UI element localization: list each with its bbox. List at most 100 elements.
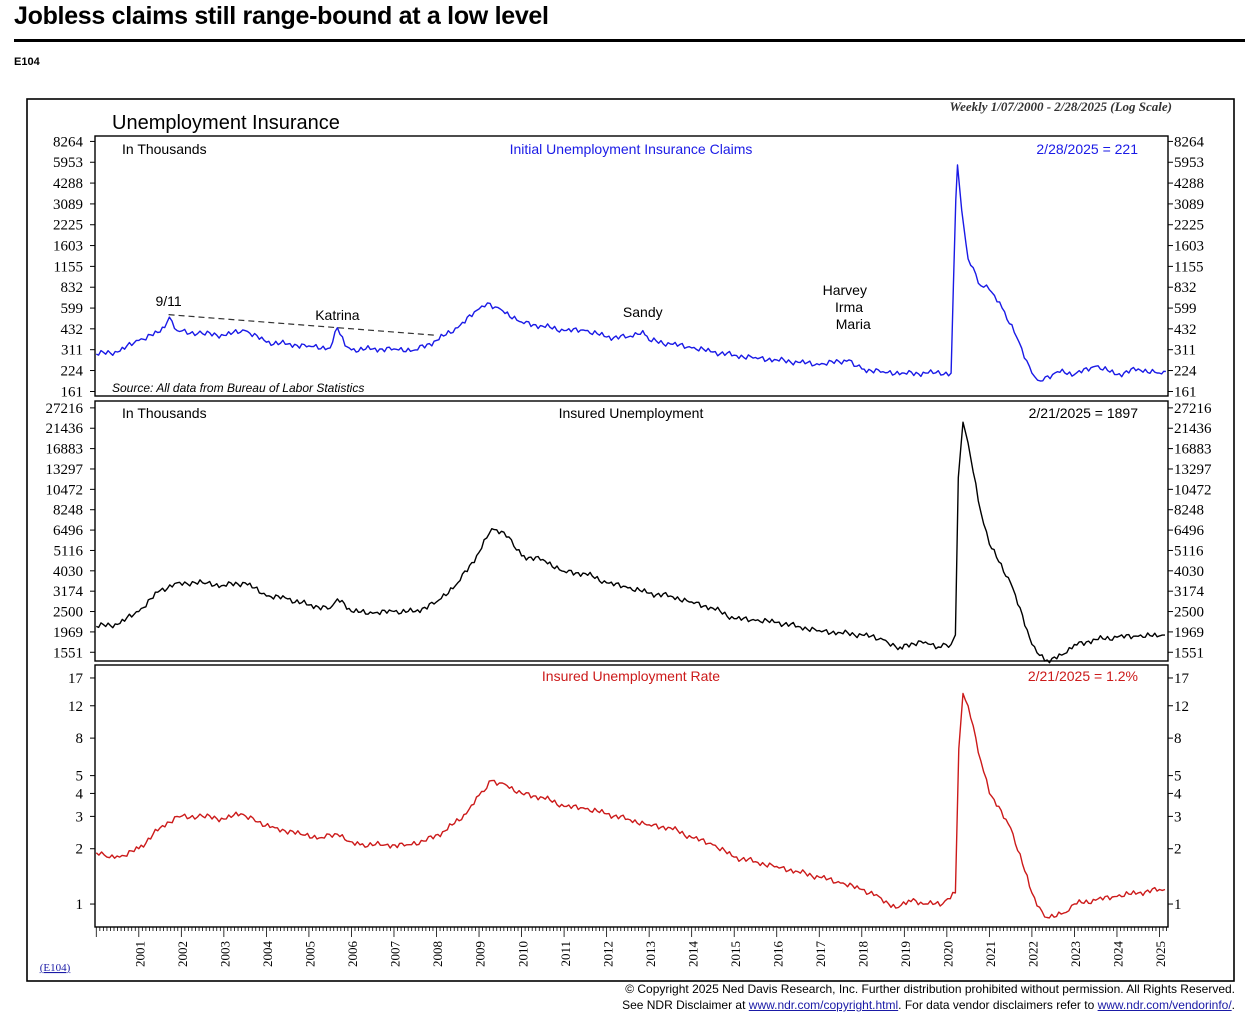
annotation-label: Harvey — [823, 282, 867, 298]
footer-prefix: See NDR Disclaimer at — [622, 998, 749, 1012]
x-tick-label: 2003 — [218, 941, 233, 967]
y-tick-label-right: 3174 — [1174, 584, 1205, 600]
x-tick-label: 2024 — [1111, 941, 1126, 968]
y-tick-label-left: 3174 — [53, 584, 84, 600]
initial-claims-unit-label: In Thousands — [122, 141, 207, 157]
y-tick-label-right: 1155 — [1174, 259, 1203, 275]
y-tick-label-right: 16883 — [1174, 442, 1212, 458]
x-tick-label: 2007 — [388, 941, 403, 968]
initial-claims-latest: 2/28/2025 = 221 — [1036, 141, 1138, 157]
y-tick-label-left: 10472 — [46, 482, 84, 498]
x-tick-label: 2016 — [770, 941, 785, 968]
y-tick-label-right: 224 — [1174, 364, 1197, 380]
insured-rate-frame — [94, 664, 1169, 928]
x-tick-label: 2008 — [430, 941, 445, 967]
annotation-label: Irma — [835, 299, 863, 315]
x-tick-label: 2013 — [643, 941, 658, 967]
y-tick-label-left: 832 — [61, 280, 84, 296]
initial-claims-title: Initial Unemployment Insurance Claims — [510, 141, 753, 157]
series-line — [96, 421, 1165, 664]
y-tick-label-right: 2500 — [1174, 605, 1204, 621]
y-tick-label-left: 13297 — [46, 462, 84, 478]
annotation-label: 9/11 — [155, 293, 181, 309]
y-tick-label-right: 4288 — [1174, 176, 1204, 192]
y-tick-label-left: 5 — [76, 769, 84, 785]
y-tick-label-left: 311 — [61, 343, 83, 359]
x-tick-label: 2004 — [260, 941, 275, 968]
source-note: Source: All data from Bureau of Labor St… — [112, 381, 364, 395]
footer-copyright: © Copyright 2025 Ned Davis Research, Inc… — [625, 982, 1235, 996]
y-tick-label-left: 3 — [76, 809, 84, 825]
y-tick-label-left: 5953 — [53, 155, 83, 171]
x-tick-label: 2010 — [515, 941, 530, 967]
y-tick-label-left: 1155 — [54, 259, 83, 275]
x-tick-label: 2017 — [813, 941, 828, 968]
y-tick-label-right: 1551 — [1174, 645, 1204, 661]
footer-suffix: . — [1231, 998, 1235, 1012]
insured-rate-panel: Insured Unemployment Rate 2/21/2025 = 1.… — [68, 664, 1190, 928]
footer-middle: . For data vendor disclaimers refer to — [898, 998, 1098, 1012]
x-tick-label: 2012 — [600, 941, 615, 967]
y-tick-label-right: 12 — [1174, 699, 1189, 715]
insured-unemployment-frame — [94, 400, 1169, 662]
y-tick-label-right: 21436 — [1174, 421, 1212, 437]
x-tick-label: 2002 — [175, 941, 190, 967]
y-tick-label-left: 432 — [61, 322, 84, 338]
y-tick-label-right: 5116 — [1174, 543, 1204, 559]
insured-rate-title: Insured Unemployment Rate — [542, 668, 720, 684]
copyright-link[interactable]: www.ndr.com/copyright.html — [748, 998, 899, 1012]
figure-title: Unemployment Insurance — [112, 112, 340, 134]
x-tick-label: 2006 — [345, 941, 360, 968]
x-axis: 2001 2002 2003 2004 2005 2006 2007 2008 2009 2010… — [95, 927, 1168, 968]
insured-unemployment-latest: 2/21/2025 = 1897 — [1029, 405, 1139, 421]
annotation-label: Katrina — [315, 307, 360, 323]
page-title: Jobless claims still range-bound at a lo… — [14, 2, 549, 30]
y-tick-label-right: 2225 — [1174, 218, 1204, 234]
y-tick-label-left: 8264 — [53, 134, 84, 150]
series-line — [96, 164, 1166, 382]
y-tick-label-left: 161 — [61, 385, 84, 401]
y-tick-label-right: 10472 — [1174, 482, 1212, 498]
x-tick-label: 2014 — [685, 941, 700, 968]
y-tick-label-left: 4288 — [53, 176, 83, 192]
chart-code: E104 — [14, 56, 40, 68]
y-tick-label-left: 2 — [76, 842, 84, 858]
y-tick-label-right: 4030 — [1174, 564, 1204, 580]
insured-rate-latest: 2/21/2025 = 1.2% — [1028, 668, 1138, 684]
y-tick-label-right: 161 — [1174, 385, 1197, 401]
figure-subtitle: Weekly 1/07/2000 - 2/28/2025 (Log Scale) — [949, 99, 1172, 114]
x-tick-label: 2025 — [1153, 941, 1168, 967]
y-tick-label-right: 3089 — [1174, 197, 1204, 213]
y-tick-label-left: 1969 — [53, 625, 83, 641]
y-tick-label-left: 4 — [76, 786, 84, 802]
y-tick-label-right: 4 — [1174, 786, 1182, 802]
y-tick-label-right: 1603 — [1174, 239, 1204, 255]
y-tick-label-right: 8248 — [1174, 503, 1204, 519]
y-tick-label-right: 8264 — [1174, 134, 1205, 150]
insured-unemployment-unit-label: In Thousands — [122, 405, 207, 421]
outer-frame — [26, 98, 1235, 982]
vendorinfo-link[interactable]: www.ndr.com/vendorinfo/ — [1097, 998, 1232, 1012]
x-tick-label: 2018 — [856, 941, 871, 967]
x-tick-label: 2011 — [558, 941, 573, 967]
x-tick-label: 2001 — [133, 941, 148, 967]
x-tick-label: 2009 — [473, 941, 488, 967]
y-tick-label-left: 27216 — [46, 401, 84, 417]
y-tick-label-left: 8 — [76, 731, 84, 747]
y-tick-label-right: 599 — [1174, 301, 1197, 317]
y-tick-label-left: 224 — [61, 364, 84, 380]
trend-line — [168, 314, 437, 336]
footer-disclaimer: See NDR Disclaimer at www.ndr.com/copyri… — [420, 998, 1235, 1013]
annotation-label: Sandy — [623, 304, 663, 320]
e104-link[interactable]: (E104) — [40, 962, 71, 974]
y-tick-label-right: 832 — [1174, 280, 1197, 296]
initial-claims-panel: In Thousands Initial Unemployment Insura… — [53, 134, 1205, 400]
y-tick-label-right: 13297 — [1174, 462, 1212, 478]
y-tick-label-right: 5953 — [1174, 155, 1204, 171]
insured-unemployment-title: Insured Unemployment — [559, 405, 704, 421]
y-tick-label-right: 3 — [1174, 809, 1182, 825]
x-tick-label: 2023 — [1068, 941, 1083, 967]
y-tick-label-right: 5 — [1174, 769, 1182, 785]
y-tick-label-left: 8248 — [53, 503, 83, 519]
